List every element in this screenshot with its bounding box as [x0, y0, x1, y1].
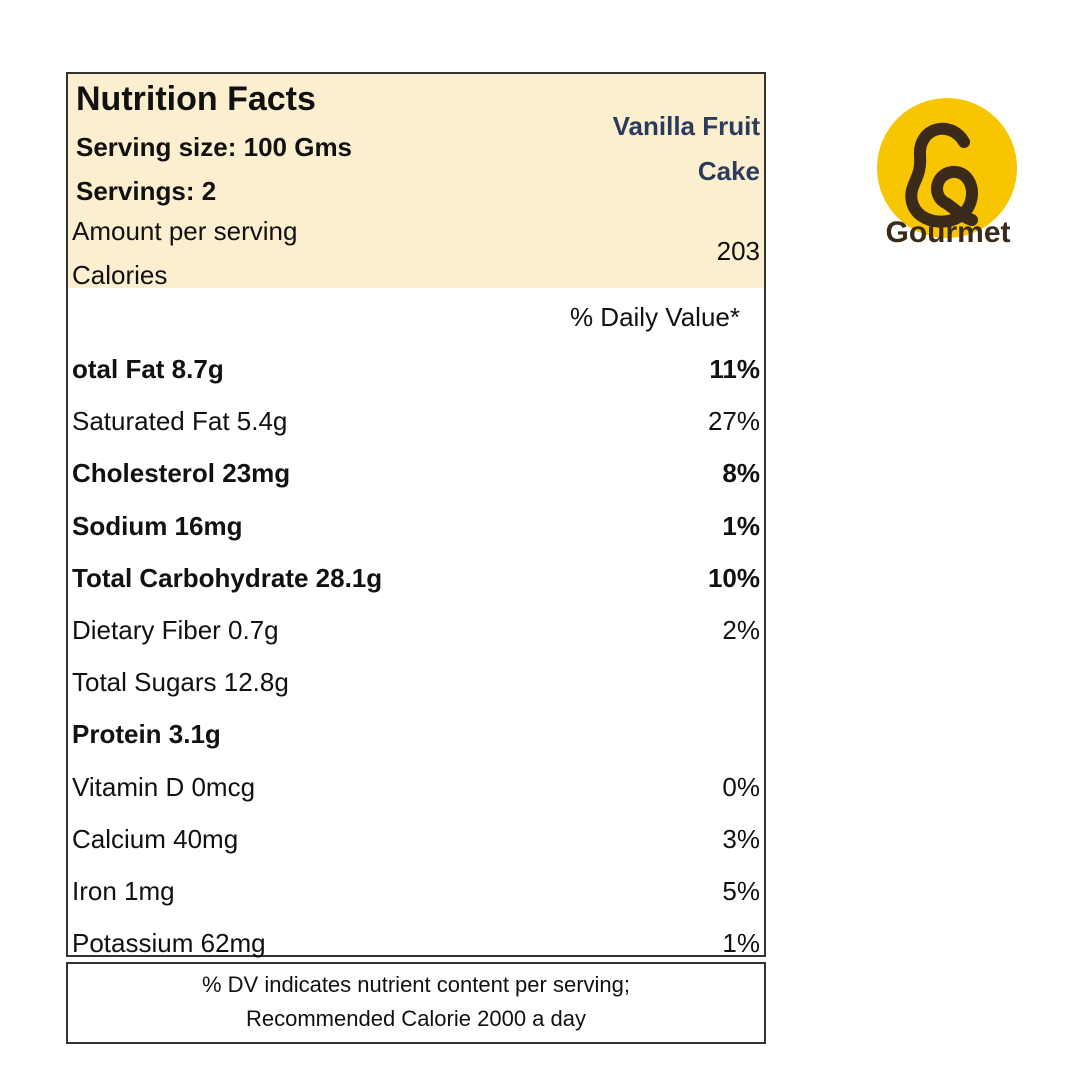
nutrient-row: Dietary Fiber 0.7g 2% [72, 615, 760, 655]
nutrient-daily-value: 8% [722, 458, 760, 489]
nutrient-row: Sodium 16mg 1% [72, 511, 760, 551]
nutrient-row: Potassium 62mg 1% [72, 928, 760, 968]
product-name-line2: Cake [697, 156, 760, 186]
nutrient-daily-value: 1% [722, 928, 760, 959]
brand-name: Gourmet [885, 216, 1011, 249]
nutrient-row: Saturated Fat 5.4g 27% [72, 406, 760, 446]
label-header: Nutrition Facts Serving size: 100 Gms Se… [68, 74, 764, 290]
nutrient-row: Protein 3.1g [72, 719, 760, 759]
nutrient-name: Calcium 40mg [72, 823, 239, 854]
calories-value: 203 [716, 236, 760, 266]
nutrient-row: otal Fat 8.7g 11% [72, 354, 760, 394]
serving-size: Serving size: 100 Gms [76, 132, 353, 162]
nutrient-row: Total Carbohydrate 28.1g 10% [72, 563, 760, 603]
nutrient-name: Vitamin D 0mcg [72, 771, 256, 802]
nutrient-daily-value: 3% [722, 823, 760, 854]
daily-value-header: % Daily Value* [569, 302, 740, 332]
nutrient-row: Vitamin D 0mcg 0% [72, 772, 760, 812]
nutrient-row: Iron 1mg 5% [72, 876, 760, 916]
nutrient-daily-value: 2% [722, 615, 760, 645]
nutrient-name: Dietary Fiber 0.7g [72, 615, 279, 645]
nutrient-daily-value: 0% [722, 771, 760, 802]
nutrient-name: Saturated Fat 5.4g [72, 406, 288, 437]
nutrient-daily-value: 10% [707, 562, 760, 593]
nutrient-row: Total Sugars 12.8g [72, 667, 760, 707]
amount-per-serving: Amount per serving [72, 216, 298, 246]
nutrition-label: Nutrition Facts Serving size: 100 Gms Se… [66, 72, 766, 958]
nutrient-daily-value: 5% [722, 876, 760, 906]
nutrient-daily-value: 11% [709, 354, 760, 384]
nutrient-name: otal Fat 8.7g [72, 354, 224, 384]
label-title: Nutrition Facts [76, 80, 316, 118]
nutrient-row: Cholesterol 23mg 8% [72, 458, 760, 498]
footnote-line1: % DV indicates nutrient content per serv… [201, 972, 630, 997]
nutrient-name: Iron 1mg [72, 876, 175, 906]
nutrient-name: Cholesterol 23mg [72, 458, 291, 489]
footnote: % DV indicates nutrient content per serv… [66, 962, 766, 1044]
nutrient-name: Total Sugars 12.8g [72, 667, 289, 698]
product-name-line1: Vanilla Fruit [612, 111, 760, 141]
footnote-line2: Recommended Calorie 2000 a day [246, 1006, 586, 1031]
brand-logo-icon [877, 98, 1017, 238]
nutrient-daily-value: 1% [722, 510, 760, 541]
product-name: Vanilla Fruit Cake [560, 104, 760, 194]
calories-label: Calories [72, 260, 168, 290]
nutrient-name: Sodium 16mg [72, 510, 243, 541]
nutrient-name: Protein 3.1g [72, 719, 221, 750]
nutrient-name: Potassium 62mg [72, 928, 266, 959]
nutrient-name: Total Carbohydrate 28.1g [72, 562, 383, 593]
nutrient-daily-value: 27% [707, 406, 760, 437]
servings-count: Servings: 2 [76, 176, 217, 206]
nutrient-row: Calcium 40mg 3% [72, 824, 760, 864]
